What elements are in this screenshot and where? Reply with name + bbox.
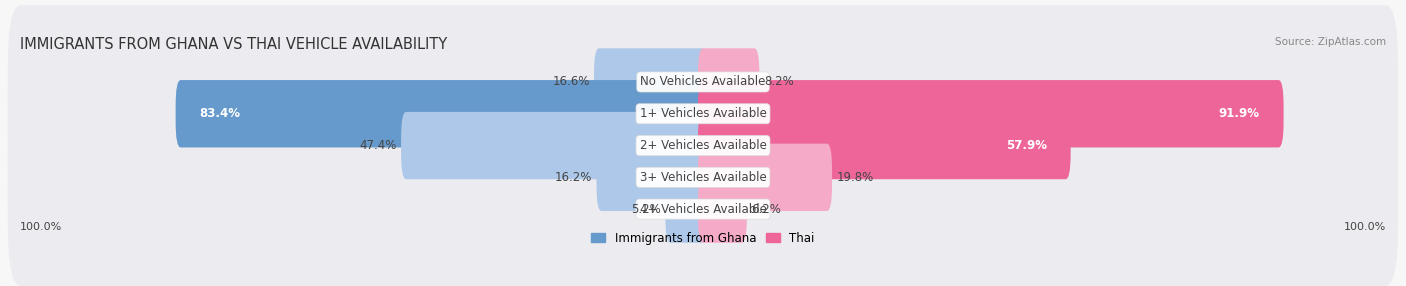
Text: IMMIGRANTS FROM GHANA VS THAI VEHICLE AVAILABILITY: IMMIGRANTS FROM GHANA VS THAI VEHICLE AV… bbox=[20, 37, 447, 52]
Text: 6.2%: 6.2% bbox=[751, 202, 782, 216]
Text: 1+ Vehicles Available: 1+ Vehicles Available bbox=[640, 107, 766, 120]
Legend: Immigrants from Ghana, Thai: Immigrants from Ghana, Thai bbox=[592, 232, 814, 245]
Text: 2+ Vehicles Available: 2+ Vehicles Available bbox=[640, 139, 766, 152]
FancyBboxPatch shape bbox=[665, 175, 709, 243]
FancyBboxPatch shape bbox=[596, 144, 709, 211]
Text: 4+ Vehicles Available: 4+ Vehicles Available bbox=[640, 202, 766, 216]
Text: 57.9%: 57.9% bbox=[1005, 139, 1047, 152]
FancyBboxPatch shape bbox=[8, 101, 1398, 254]
Text: Source: ZipAtlas.com: Source: ZipAtlas.com bbox=[1275, 37, 1386, 47]
Text: 5.2%: 5.2% bbox=[631, 202, 661, 216]
Text: 16.2%: 16.2% bbox=[555, 171, 592, 184]
FancyBboxPatch shape bbox=[697, 48, 759, 116]
Text: 19.8%: 19.8% bbox=[837, 171, 873, 184]
FancyBboxPatch shape bbox=[697, 80, 1284, 148]
FancyBboxPatch shape bbox=[8, 69, 1398, 222]
Text: No Vehicles Available: No Vehicles Available bbox=[640, 76, 766, 88]
FancyBboxPatch shape bbox=[176, 80, 709, 148]
FancyBboxPatch shape bbox=[697, 144, 832, 211]
Text: 100.0%: 100.0% bbox=[1343, 222, 1386, 232]
Text: 3+ Vehicles Available: 3+ Vehicles Available bbox=[640, 171, 766, 184]
Text: 47.4%: 47.4% bbox=[360, 139, 396, 152]
Text: 100.0%: 100.0% bbox=[20, 222, 63, 232]
FancyBboxPatch shape bbox=[401, 112, 709, 179]
FancyBboxPatch shape bbox=[8, 5, 1398, 158]
FancyBboxPatch shape bbox=[593, 48, 709, 116]
FancyBboxPatch shape bbox=[697, 112, 1070, 179]
Text: 16.6%: 16.6% bbox=[553, 76, 589, 88]
FancyBboxPatch shape bbox=[8, 132, 1398, 286]
FancyBboxPatch shape bbox=[8, 37, 1398, 190]
Text: 8.2%: 8.2% bbox=[763, 76, 793, 88]
Text: 91.9%: 91.9% bbox=[1219, 107, 1260, 120]
Text: 83.4%: 83.4% bbox=[200, 107, 240, 120]
FancyBboxPatch shape bbox=[697, 175, 747, 243]
